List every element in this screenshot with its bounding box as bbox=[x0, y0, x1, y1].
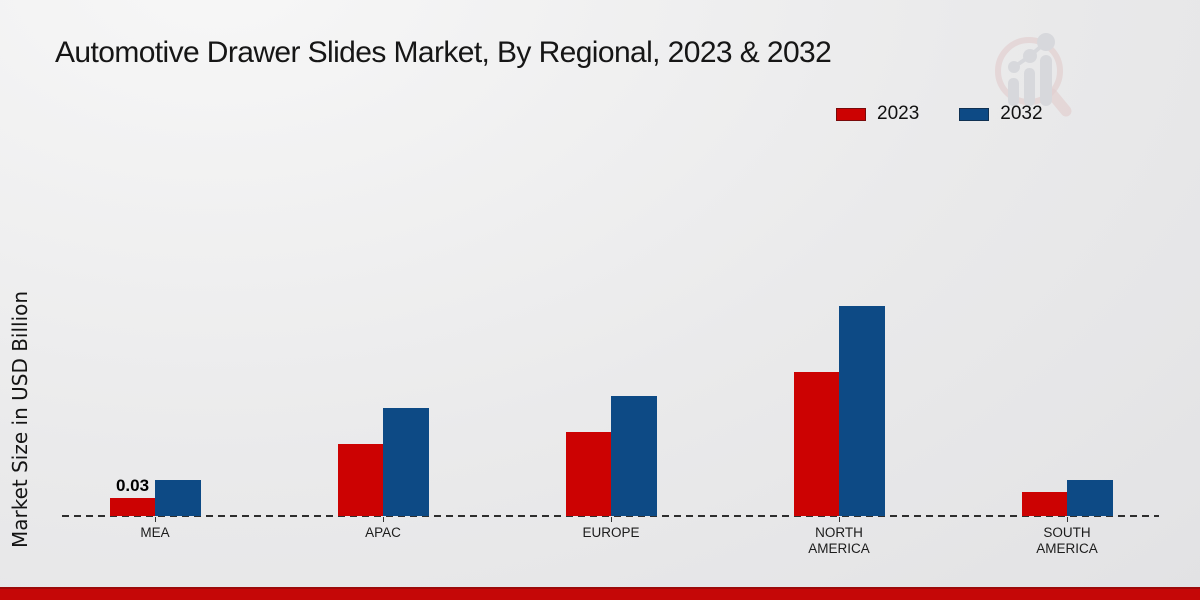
legend-item-2023: 2023 bbox=[836, 103, 919, 125]
x-axis-label-europe: EUROPE bbox=[582, 525, 640, 540]
x-tick-south-america bbox=[1067, 517, 1068, 522]
magnifier-growth-chart-logo-icon bbox=[995, 33, 1072, 117]
legend-swatch-2023 bbox=[836, 107, 866, 121]
bar-2032-north-america bbox=[839, 306, 885, 516]
x-axis-label-south-america: SOUTH AMERICA bbox=[1036, 525, 1098, 556]
x-tick-europe bbox=[611, 517, 612, 522]
bar-2023-europe bbox=[566, 432, 611, 516]
bar-2023-mea bbox=[110, 498, 155, 516]
bar-2032-europe bbox=[611, 396, 657, 516]
legend: 2023 2032 bbox=[836, 103, 1043, 125]
x-axis-label-north-america: NORTH AMERICA bbox=[808, 525, 870, 556]
x-axis-label-apac: APAC bbox=[365, 525, 401, 540]
x-axis-label-mea: MEA bbox=[140, 525, 170, 540]
bar-2032-mea bbox=[155, 480, 201, 516]
x-tick-mea bbox=[155, 517, 156, 522]
footer-accent-bar bbox=[0, 587, 1200, 600]
zero-axis-dashed-line bbox=[62, 515, 1159, 517]
x-tick-north-america bbox=[839, 517, 840, 522]
bar-value-label-mea-2023: 0.03 bbox=[115, 476, 150, 495]
bar-2032-south-america bbox=[1067, 480, 1113, 516]
legend-item-2032: 2032 bbox=[959, 103, 1043, 125]
bar-2032-apac bbox=[383, 408, 429, 516]
legend-swatch-2032 bbox=[959, 107, 990, 121]
chart-title: Automotive Drawer Slides Market, By Regi… bbox=[55, 36, 832, 69]
x-tick-apac bbox=[383, 517, 384, 522]
legend-label-2023: 2023 bbox=[877, 103, 920, 124]
bar-2023-north-america bbox=[794, 372, 839, 516]
bar-2023-south-america bbox=[1022, 492, 1067, 516]
legend-label-2032: 2032 bbox=[1000, 103, 1043, 124]
bar-2023-apac bbox=[338, 444, 383, 516]
